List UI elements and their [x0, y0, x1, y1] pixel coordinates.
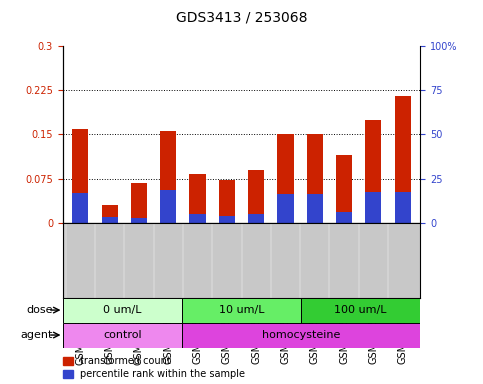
Bar	[365, 192, 382, 223]
Bar	[72, 193, 88, 223]
Bar	[277, 134, 294, 223]
Bar	[160, 190, 176, 223]
Bar	[277, 194, 294, 223]
Bar	[395, 192, 411, 223]
Text: GDS3413 / 253068: GDS3413 / 253068	[176, 11, 307, 25]
Text: agent: agent	[21, 330, 53, 340]
Bar	[189, 214, 206, 223]
Bar	[307, 194, 323, 223]
Bar	[248, 214, 264, 223]
Text: control: control	[103, 330, 142, 340]
Bar	[160, 131, 176, 223]
Bar	[336, 212, 352, 223]
Bar	[72, 129, 88, 223]
Bar	[182, 298, 301, 323]
Bar	[301, 298, 420, 323]
Bar	[248, 170, 264, 223]
Legend: transformed count, percentile rank within the sample: transformed count, percentile rank withi…	[63, 356, 245, 379]
Bar	[219, 180, 235, 223]
Bar	[189, 174, 206, 223]
Bar	[307, 134, 323, 223]
Bar	[336, 155, 352, 223]
Text: dose: dose	[27, 305, 53, 315]
Bar	[365, 120, 382, 223]
Bar	[131, 218, 147, 223]
Bar	[101, 205, 118, 223]
Bar	[63, 298, 182, 323]
Bar	[131, 183, 147, 223]
Bar	[101, 217, 118, 223]
Bar	[63, 323, 182, 348]
Text: 10 um/L: 10 um/L	[219, 305, 264, 315]
Text: 0 um/L: 0 um/L	[103, 305, 142, 315]
Bar	[395, 96, 411, 223]
Text: homocysteine: homocysteine	[262, 330, 340, 340]
Bar	[219, 216, 235, 223]
Text: 100 um/L: 100 um/L	[334, 305, 387, 315]
Bar	[182, 323, 420, 348]
